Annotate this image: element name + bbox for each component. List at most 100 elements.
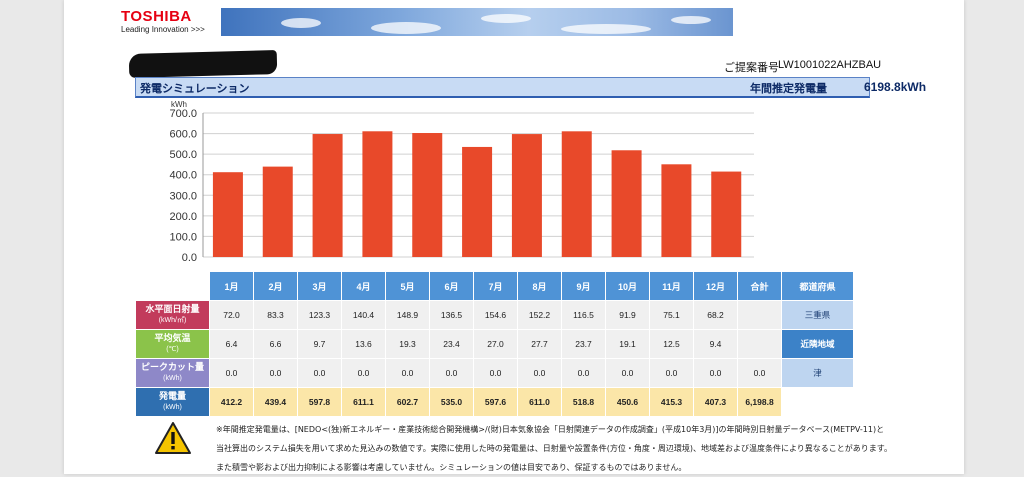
y-tick-label: 500.0 — [169, 149, 197, 161]
table-cell: 407.3 — [693, 387, 738, 417]
toshiba-logo: TOSHIBA — [121, 8, 192, 25]
y-tick-label: 400.0 — [169, 170, 197, 182]
annual-output-value: 6198.8kWh — [864, 80, 927, 94]
simulation-table: 1月 2月 3月 4月 5月 6月 7月 8月 9月 10月 11月 12月 合計 都道府県 水平面日射量(… — [135, 271, 854, 417]
table-cell: 83.3 — [253, 300, 298, 330]
column-header: 都道府県 — [781, 271, 854, 301]
table-cell: 535.0 — [429, 387, 474, 417]
proposal-page: TOSHIBA Leading Innovation >>> ご提案番号 LW1… — [64, 0, 964, 474]
row-label: 発電量 (kWh) — [135, 387, 210, 417]
column-header: 5月 — [385, 271, 430, 301]
table-cell: 597.6 — [473, 387, 518, 417]
generation-row: 発電量 (kWh) 412.2 439.4 597.8 611.1 602.7 535.0 59… — [135, 387, 854, 417]
column-header: 4月 — [341, 271, 386, 301]
table-cell: 450.6 — [605, 387, 650, 417]
table-cell: 0.0 — [253, 358, 298, 388]
bar-3月 — [312, 134, 343, 257]
y-tick-label: 0.0 — [182, 252, 197, 264]
table-cell: 611.0 — [517, 387, 562, 417]
table-header-row: 1月 2月 3月 4月 5月 6月 7月 8月 9月 10月 11月 12月 合計 都道府県 — [135, 271, 854, 301]
table-cell: 439.4 — [253, 387, 298, 417]
table-cell: 140.4 — [341, 300, 386, 330]
table-cell: 0.0 — [297, 358, 342, 388]
table-cell: 0.0 — [473, 358, 518, 388]
table-cell: 0.0 — [429, 358, 474, 388]
table-cell: 72.0 — [209, 300, 254, 330]
table-cell: 0.0 — [561, 358, 606, 388]
bar-8月 — [561, 131, 592, 257]
y-tick-label: 200.0 — [169, 211, 197, 223]
table-cell: 91.9 — [605, 300, 650, 330]
column-header: 合計 — [737, 271, 782, 301]
corner-cell — [135, 271, 210, 301]
bar-9月 — [611, 150, 642, 257]
proposal-number: LW1001022AHZBAU — [778, 59, 882, 71]
bar-1月 — [212, 172, 243, 257]
avg-temperature-row: 平均気温 (℃) 6.4 6.6 9.7 13.6 19.3 23.4 27.0 27.7 23.7… — [135, 329, 854, 359]
table-cell: 23.4 — [429, 329, 474, 359]
table-cell: 0.0 — [605, 358, 650, 388]
note-line: また積雪や影および出力抑制による影響は考慮していません。シミュレーションの値は目… — [216, 463, 687, 472]
location-cell: 三重県 — [781, 300, 854, 330]
y-tick-label: 300.0 — [169, 190, 197, 202]
table-cell: 152.2 — [517, 300, 562, 330]
table-cell: 116.5 — [561, 300, 606, 330]
table-cell: 27.7 — [517, 329, 562, 359]
table-cell: 6,198.8 — [737, 387, 782, 417]
bar-2月 — [262, 166, 293, 257]
column-header: 1月 — [209, 271, 254, 301]
proposal-number-label: ご提案番号 — [724, 61, 779, 74]
column-header: 8月 — [517, 271, 562, 301]
table-cell: 597.8 — [297, 387, 342, 417]
table-cell: 12.5 — [649, 329, 694, 359]
table-cell — [737, 300, 782, 330]
column-header: 6月 — [429, 271, 474, 301]
row-label: ピークカット量 (kWh) — [135, 358, 210, 388]
table-cell: 6.4 — [209, 329, 254, 359]
table-cell: 13.6 — [341, 329, 386, 359]
table-cell: 68.2 — [693, 300, 738, 330]
table-cell: 0.0 — [693, 358, 738, 388]
tagline: Leading Innovation >>> — [121, 25, 205, 34]
table-cell: 27.0 — [473, 329, 518, 359]
table-cell: 0.0 — [209, 358, 254, 388]
location-cell: 津 — [781, 358, 854, 388]
table-cell: 123.3 — [297, 300, 342, 330]
note-line: ※年間推定発電量は、[NEDO<(独)新エネルギー・産業技術総合開発機構>/(財… — [216, 425, 885, 434]
column-header: 3月 — [297, 271, 342, 301]
table-cell: 23.7 — [561, 329, 606, 359]
bar-11月 — [711, 171, 742, 257]
peak-cut-row: ピークカット量 (kWh) 0.0 0.0 0.0 0.0 0.0 0.0 0.0 0.0 0.0 0… — [135, 358, 854, 388]
location-cell: 近隣地域 — [781, 329, 854, 359]
bar-10月 — [661, 164, 692, 257]
table-cell: 9.7 — [297, 329, 342, 359]
disclaimer-notes: ※年間推定発電量は、[NEDO<(独)新エネルギー・産業技術総合開発機構>/(財… — [216, 420, 961, 477]
table-cell: 75.1 — [649, 300, 694, 330]
bar-4月 — [362, 131, 393, 257]
table-cell: 6.6 — [253, 329, 298, 359]
table-cell: 412.2 — [209, 387, 254, 417]
simulation-title-bar: 発電シミュレーション 年間推定発電量 6198.8kWh — [135, 77, 926, 98]
bar-6月 — [462, 146, 493, 257]
column-header: 12月 — [693, 271, 738, 301]
bar-5月 — [412, 133, 443, 257]
table-cell: 9.4 — [693, 329, 738, 359]
annual-output-label: 年間推定発電量 — [750, 82, 827, 95]
note-line: 当社算出のシステム損失を用いて求めた見込みの数値です。実際に使用した時の発電量は… — [216, 444, 892, 453]
sky-banner — [221, 8, 733, 36]
y-tick-label: 700.0 — [169, 108, 197, 120]
y-axis-unit: kWh — [171, 100, 187, 109]
table-cell — [737, 329, 782, 359]
column-header: 2月 — [253, 271, 298, 301]
table-cell: 0.0 — [517, 358, 562, 388]
table-cell: 602.7 — [385, 387, 430, 417]
table-cell: 19.1 — [605, 329, 650, 359]
column-header: 11月 — [649, 271, 694, 301]
warning-icon — [155, 422, 191, 454]
bar-7月 — [511, 134, 542, 257]
table-cell: 136.5 — [429, 300, 474, 330]
section-title: 発電シミュレーション — [140, 82, 250, 95]
table-cell: 19.3 — [385, 329, 430, 359]
redacted-name — [128, 50, 278, 78]
table-cell: 611.1 — [341, 387, 386, 417]
